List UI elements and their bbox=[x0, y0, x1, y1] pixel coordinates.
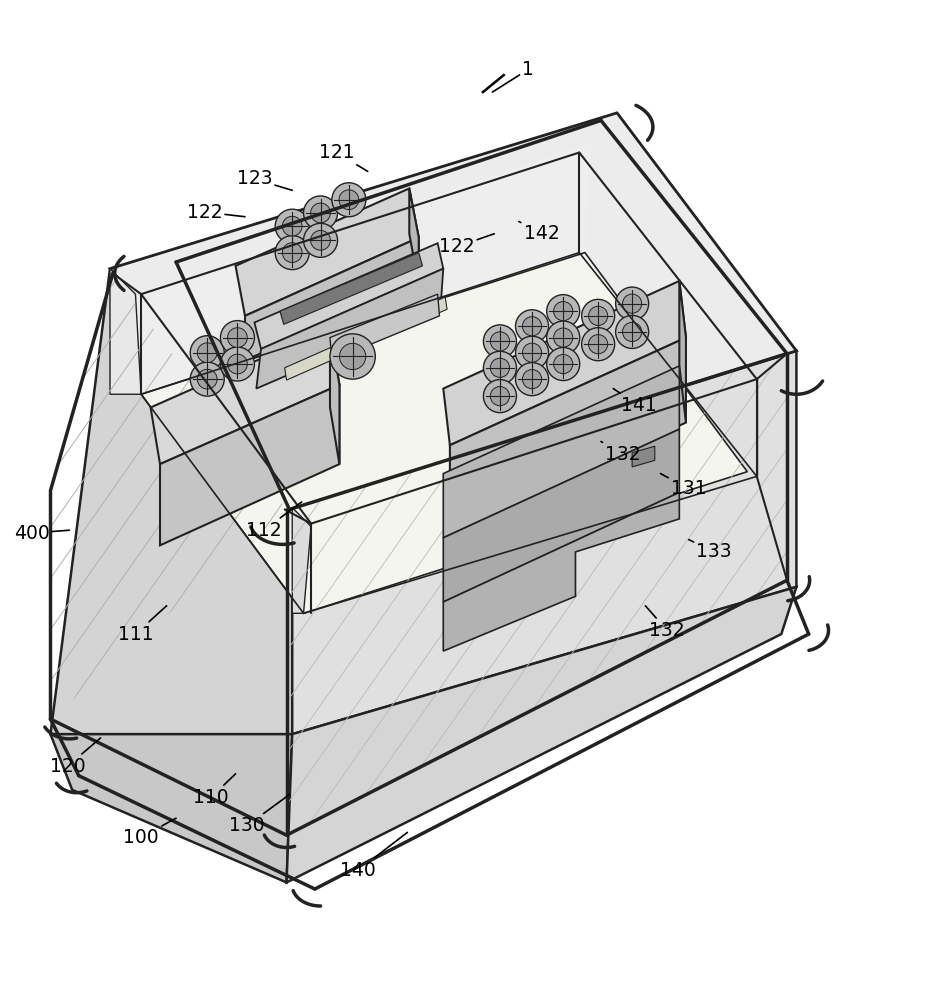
Polygon shape bbox=[443, 366, 679, 538]
Circle shape bbox=[276, 209, 310, 243]
Polygon shape bbox=[110, 113, 796, 508]
Circle shape bbox=[227, 328, 247, 347]
Text: 122: 122 bbox=[438, 234, 494, 256]
Polygon shape bbox=[110, 269, 135, 294]
Circle shape bbox=[523, 370, 542, 389]
Circle shape bbox=[554, 302, 573, 321]
Circle shape bbox=[190, 362, 224, 396]
Polygon shape bbox=[255, 243, 443, 349]
Polygon shape bbox=[280, 253, 422, 324]
Circle shape bbox=[491, 332, 509, 351]
Polygon shape bbox=[443, 281, 686, 445]
Circle shape bbox=[491, 358, 509, 377]
Circle shape bbox=[227, 354, 247, 374]
Polygon shape bbox=[293, 508, 312, 613]
Circle shape bbox=[304, 223, 337, 257]
Circle shape bbox=[190, 336, 224, 370]
Circle shape bbox=[282, 216, 302, 236]
Polygon shape bbox=[633, 446, 654, 467]
Circle shape bbox=[330, 334, 375, 379]
Polygon shape bbox=[141, 253, 747, 613]
Polygon shape bbox=[245, 238, 419, 360]
Circle shape bbox=[581, 299, 615, 332]
Polygon shape bbox=[257, 269, 443, 389]
Polygon shape bbox=[160, 385, 339, 545]
Circle shape bbox=[523, 317, 542, 336]
Polygon shape bbox=[236, 188, 419, 316]
Circle shape bbox=[616, 287, 649, 320]
Text: 131: 131 bbox=[660, 474, 706, 498]
Polygon shape bbox=[330, 328, 339, 464]
Polygon shape bbox=[287, 587, 796, 882]
Circle shape bbox=[546, 295, 580, 328]
Circle shape bbox=[483, 351, 516, 384]
Polygon shape bbox=[293, 351, 796, 734]
Text: 121: 121 bbox=[319, 143, 367, 171]
Circle shape bbox=[546, 321, 580, 354]
Polygon shape bbox=[293, 351, 796, 734]
Circle shape bbox=[282, 243, 302, 262]
Polygon shape bbox=[50, 734, 293, 882]
Circle shape bbox=[554, 354, 573, 374]
Circle shape bbox=[483, 325, 516, 358]
Polygon shape bbox=[450, 338, 686, 530]
Text: 132: 132 bbox=[601, 441, 640, 464]
Text: 1: 1 bbox=[492, 60, 534, 92]
Circle shape bbox=[515, 336, 548, 369]
Circle shape bbox=[311, 230, 331, 250]
Circle shape bbox=[276, 236, 310, 270]
Circle shape bbox=[581, 328, 615, 361]
Circle shape bbox=[339, 190, 359, 210]
Circle shape bbox=[491, 387, 509, 406]
Text: 141: 141 bbox=[614, 389, 656, 415]
Circle shape bbox=[588, 306, 608, 325]
Circle shape bbox=[546, 348, 580, 381]
Circle shape bbox=[197, 369, 217, 389]
Circle shape bbox=[515, 310, 548, 343]
Circle shape bbox=[331, 183, 366, 217]
Polygon shape bbox=[443, 429, 679, 602]
Text: 140: 140 bbox=[340, 832, 407, 880]
Polygon shape bbox=[110, 269, 141, 394]
Polygon shape bbox=[679, 281, 686, 423]
Circle shape bbox=[483, 380, 516, 413]
Circle shape bbox=[221, 347, 255, 381]
Circle shape bbox=[616, 315, 649, 348]
Text: 133: 133 bbox=[688, 540, 732, 561]
Text: 111: 111 bbox=[117, 606, 167, 644]
Polygon shape bbox=[285, 297, 447, 380]
Circle shape bbox=[197, 343, 217, 363]
Polygon shape bbox=[110, 269, 293, 734]
Text: 123: 123 bbox=[237, 169, 293, 190]
Circle shape bbox=[588, 335, 608, 354]
Circle shape bbox=[311, 203, 331, 223]
Circle shape bbox=[554, 328, 573, 347]
Text: 132: 132 bbox=[645, 606, 685, 640]
Polygon shape bbox=[50, 269, 293, 734]
Circle shape bbox=[622, 294, 642, 313]
Polygon shape bbox=[135, 143, 592, 394]
Circle shape bbox=[339, 343, 366, 370]
Polygon shape bbox=[151, 328, 339, 464]
Text: 130: 130 bbox=[229, 795, 290, 835]
Text: 122: 122 bbox=[187, 203, 245, 222]
Text: 100: 100 bbox=[123, 818, 176, 847]
Circle shape bbox=[523, 343, 542, 362]
Text: 120: 120 bbox=[49, 738, 100, 776]
Text: 112: 112 bbox=[246, 502, 302, 540]
Circle shape bbox=[304, 196, 337, 230]
Circle shape bbox=[221, 321, 255, 355]
Polygon shape bbox=[330, 294, 439, 360]
Circle shape bbox=[622, 322, 642, 342]
Circle shape bbox=[515, 363, 548, 396]
Text: 142: 142 bbox=[519, 221, 560, 243]
Text: 110: 110 bbox=[193, 774, 236, 807]
Polygon shape bbox=[443, 492, 679, 651]
Text: 400: 400 bbox=[13, 524, 69, 543]
Polygon shape bbox=[409, 188, 419, 285]
